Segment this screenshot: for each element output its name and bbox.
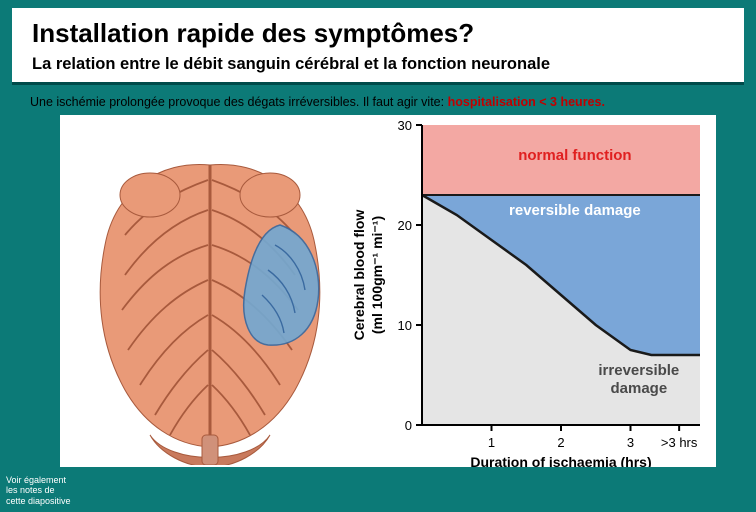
svg-text:20: 20	[398, 218, 412, 233]
svg-text:30: 30	[398, 118, 412, 133]
svg-text:>3 hrs: >3 hrs	[661, 435, 698, 450]
footer-line: Voir également	[6, 475, 71, 485]
footer-line: cette diapositive	[6, 496, 71, 506]
brain-illustration	[60, 115, 350, 467]
brain-svg	[70, 135, 350, 465]
svg-text:2: 2	[557, 435, 564, 450]
svg-text:1: 1	[488, 435, 495, 450]
svg-text:Cerebral blood flow(ml 100gm⁻¹: Cerebral blood flow(ml 100gm⁻¹ mi⁻¹)	[351, 210, 385, 341]
svg-text:0: 0	[405, 418, 412, 433]
footer-line: les notes de	[6, 485, 71, 495]
svg-text:10: 10	[398, 318, 412, 333]
svg-text:normal function: normal function	[518, 147, 631, 164]
chart-svg: 0 10 20 30 1 2 3 >3 hrs Cerebral blood flow(ml 1…	[350, 115, 710, 467]
lead-before: Une ischémie prolongée provoque des déga…	[30, 95, 448, 109]
svg-text:Duration of ischaemia (hrs): Duration of ischaemia (hrs)	[470, 454, 651, 467]
svg-text:reversible damage: reversible damage	[509, 202, 641, 219]
divider	[12, 82, 744, 85]
svg-text:3: 3	[627, 435, 634, 450]
svg-text:irreversibledamage: irreversibledamage	[598, 362, 679, 397]
lead-text: Une ischémie prolongée provoque des déga…	[30, 95, 744, 109]
footer-note: Voir également les notes de cette diapos…	[6, 475, 71, 506]
page-title: Installation rapide des symptômes?	[32, 18, 724, 49]
ischaemia-chart: 0 10 20 30 1 2 3 >3 hrs Cerebral blood flow(ml 1…	[350, 115, 716, 467]
page-subtitle: La relation entre le débit sanguin céréb…	[32, 55, 724, 74]
header-block: Installation rapide des symptômes? La re…	[12, 8, 744, 82]
lead-emph: hospitalisation < 3 heures.	[448, 95, 605, 109]
figure: 0 10 20 30 1 2 3 >3 hrs Cerebral blood flow(ml 1…	[60, 115, 716, 467]
